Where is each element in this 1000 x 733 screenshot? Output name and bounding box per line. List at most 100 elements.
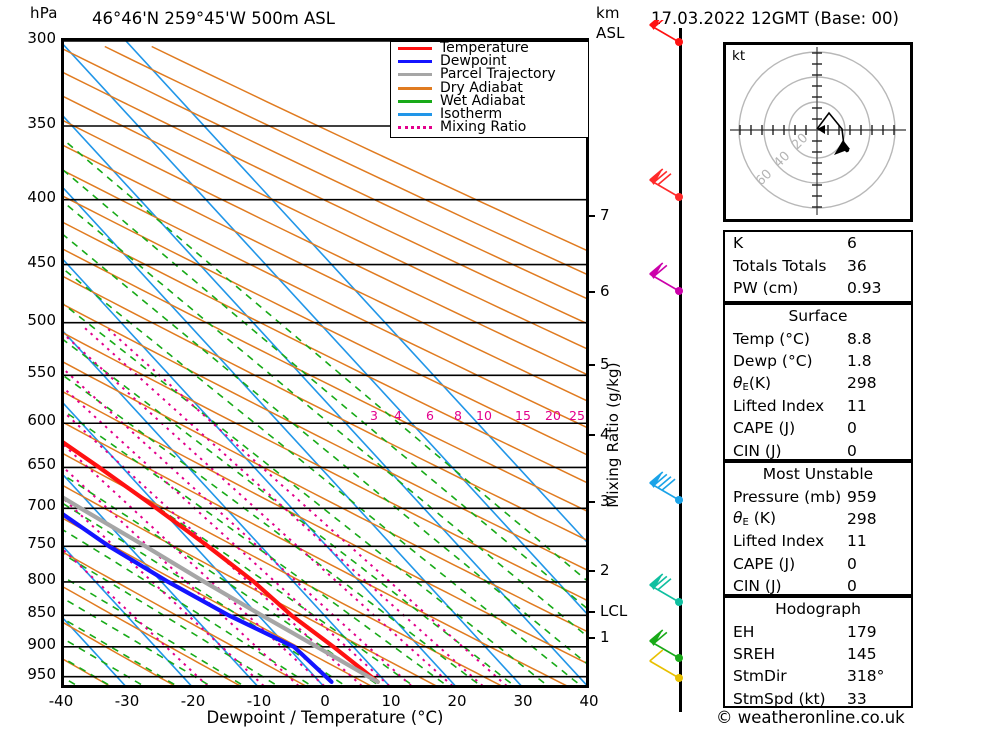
info-row-label: CIN (J): [733, 577, 782, 596]
altitude-tick: [586, 570, 595, 572]
legend-label: Parcel Trajectory: [440, 66, 556, 83]
legend-label: Wet Adiabat: [440, 92, 526, 109]
info-row-label: Totals Totals: [733, 256, 827, 275]
pressure-tick-label: 950: [27, 664, 56, 683]
info-row: PW (cm) 0.93: [725, 277, 911, 299]
pressure-tick-label: 450: [27, 252, 56, 271]
info-row-value: 8.8: [847, 329, 872, 348]
info-row-value: 1.8: [847, 351, 872, 370]
info-row-label: SREH: [733, 644, 776, 663]
pressure-tick-label: 700: [27, 496, 56, 515]
hodograph-ring-label: 60: [753, 167, 775, 189]
info-row-label: Lifted Index: [733, 396, 825, 415]
altitude-tick-label: 2: [600, 561, 610, 579]
altitude-tick-label: LCL: [600, 602, 628, 620]
info-row: Temp (°C) 8.8: [725, 327, 911, 349]
legend-item: Wet Adiabat: [391, 92, 588, 109]
altitude-tick-label: 6: [600, 282, 610, 300]
info-row-label: Dewp (°C): [733, 351, 813, 370]
info-row-value: 179: [847, 622, 877, 641]
info-row-label: StmSpd (kt): [733, 689, 826, 708]
info-row-value: 318°: [847, 667, 885, 686]
temperature-tick-label: 10: [381, 692, 401, 710]
info-row-label: θE(K): [733, 373, 772, 393]
legend-item: Isotherm: [391, 106, 588, 123]
info-row: EH 179: [725, 620, 911, 642]
date-title: 17.03.2022 12GMT (Base: 00): [651, 9, 899, 28]
pressure-tick-label: 600: [27, 411, 56, 430]
info-row-value: 959: [847, 487, 877, 506]
wind-barbs: [649, 20, 683, 682]
info-row-label: θE (K): [733, 509, 776, 529]
pressure-tick-label: 500: [27, 310, 56, 329]
info-row-value: 298: [847, 509, 877, 528]
info-row-label: CAPE (J): [733, 554, 796, 573]
copyright-label: © weatheronline.co.uk: [716, 708, 905, 727]
info-row: StmSpd (kt) 33: [725, 688, 911, 710]
pressure-tick-label: 400: [27, 187, 56, 206]
pressure-unit-label: hPa: [30, 4, 58, 22]
legend-label: Mixing Ratio: [440, 119, 527, 136]
mixing-ratio-label: 3: [370, 408, 378, 423]
skewt-diagram[interactable]: [61, 38, 589, 688]
legend-swatch: [398, 73, 432, 77]
info-row-label: K: [733, 234, 744, 253]
legend-item: Temperature: [391, 40, 588, 57]
info-row: Lifted Index 11: [725, 395, 911, 417]
altitude-tick-label: 1: [600, 628, 610, 646]
legend-label: Isotherm: [440, 106, 503, 123]
info-row-label: EH: [733, 622, 755, 641]
altitude-tick: [586, 364, 595, 366]
info-row-label: Pressure (mb): [733, 487, 842, 506]
km-unit-label-line2: ASL: [596, 24, 625, 42]
info-row-value: 11: [847, 396, 867, 415]
temperature-tick-label: -20: [180, 692, 206, 710]
info-row: CIN (J) 0: [725, 439, 911, 461]
altitude-tick-label: 5: [600, 355, 610, 373]
info-row-label: StmDir: [733, 667, 787, 686]
info-row: Dewp (°C) 1.8: [725, 350, 911, 372]
legend-label: Dewpoint: [440, 53, 507, 70]
pressure-tick-label: 900: [27, 634, 56, 653]
mixing-ratio-label: 10: [476, 408, 492, 423]
legend-swatch: [398, 126, 432, 130]
mixing-ratio-label: 4: [394, 408, 402, 423]
info-row-value: 0: [847, 441, 857, 460]
altitude-tick: [586, 611, 595, 613]
info-row-label: Temp (°C): [733, 329, 810, 348]
altitude-tick: [586, 501, 595, 503]
pressure-tick-label: 350: [27, 114, 56, 132]
temperature-tick-label: -10: [246, 692, 272, 710]
legend-label: Temperature: [440, 40, 529, 57]
info-row: StmDir 318°: [725, 665, 911, 687]
info-row-value: 0.93: [847, 278, 882, 297]
legend-item: Parcel Trajectory: [391, 66, 588, 83]
info-row-label: CAPE (J): [733, 419, 796, 438]
altitude-tick: [586, 637, 595, 639]
surface-panel: Surface Temp (°C) 8.8 Dewp (°C) 1.8 θE(K) 298…: [723, 303, 913, 461]
info-row-label: Lifted Index: [733, 532, 825, 551]
hodograph-unit-label: kt: [732, 48, 746, 64]
altitude-tick: [586, 215, 595, 217]
temperature-tick-label: -40: [48, 692, 74, 710]
mixing-ratio-label: 25: [569, 408, 585, 423]
altitude-tick-label: 3: [600, 492, 610, 510]
info-row-value: 33: [847, 689, 867, 708]
mixing-ratio-label: 20: [545, 408, 561, 423]
pressure-tick-label: 800: [27, 569, 56, 588]
temperature-tick-label: 20: [447, 692, 467, 710]
page-title: 46°46'N 259°45'W 500m ASL: [92, 9, 335, 28]
mixing-ratio-label: 8: [454, 408, 462, 423]
info-row-label: PW (cm): [733, 278, 799, 297]
legend-item: Dry Adiabat: [391, 81, 588, 95]
pressure-tick-label: 300: [27, 29, 56, 47]
info-row-value: 298: [847, 374, 877, 393]
legend-swatch: [398, 60, 432, 64]
hodograph-stats-panel: Hodograph EH 179 SREH 145 StmDir 318° StmSpd (…: [723, 596, 913, 708]
temperature-tick-label: -30: [114, 692, 140, 710]
info-row-value: 0: [847, 554, 857, 573]
info-row: Lifted Index 11: [725, 530, 911, 552]
hodograph[interactable]: kt 20 40 60: [723, 42, 913, 222]
